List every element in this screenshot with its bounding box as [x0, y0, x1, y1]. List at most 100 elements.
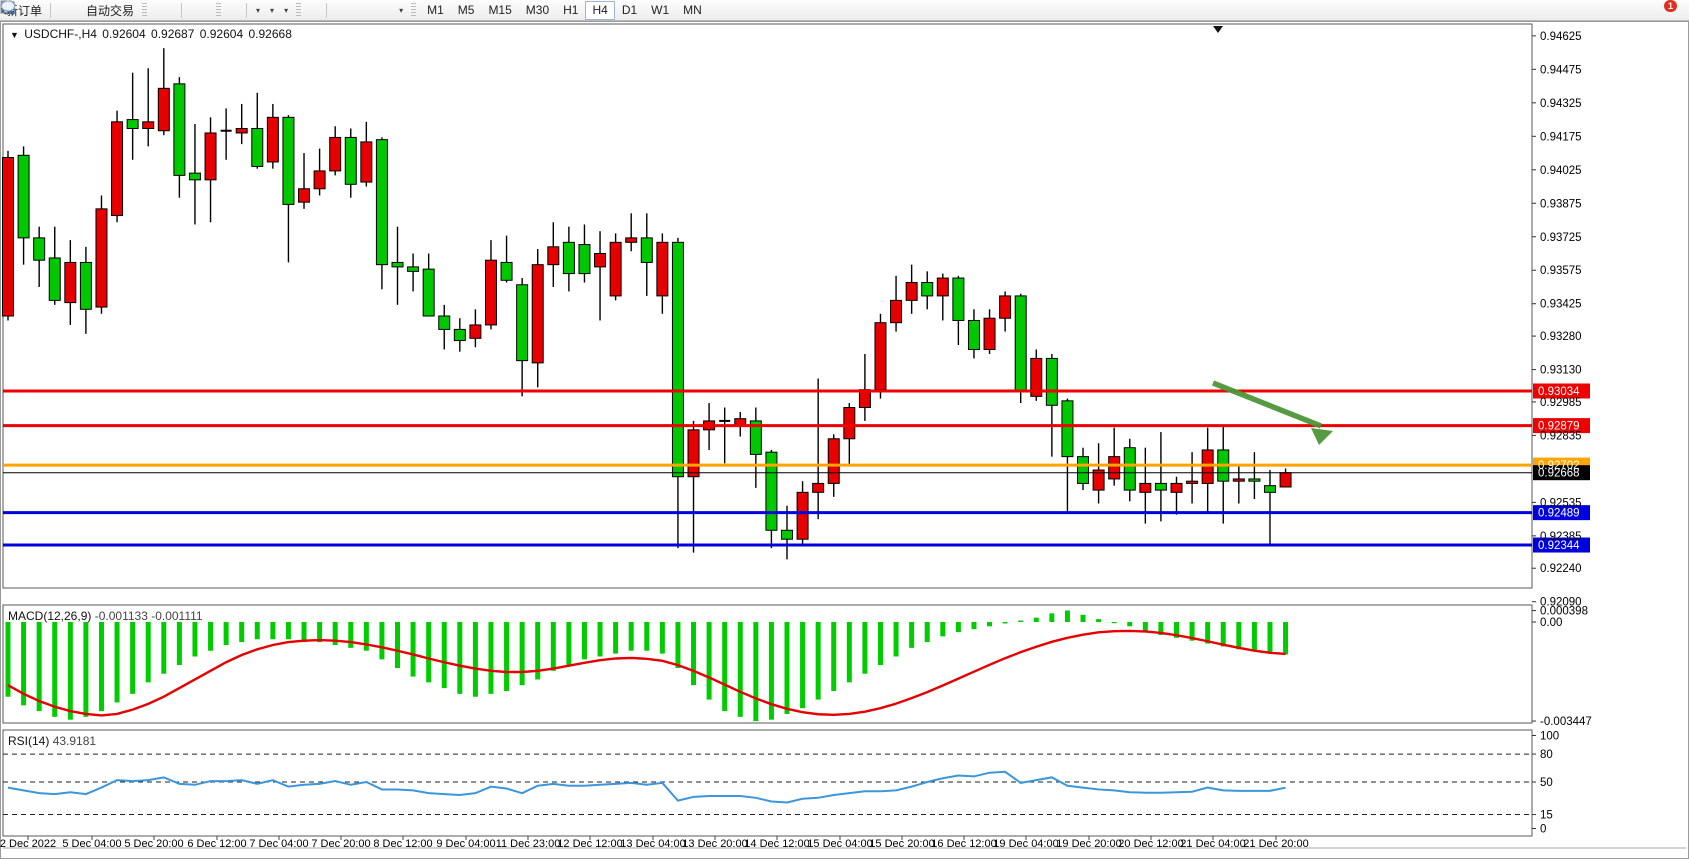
- text-button[interactable]: A: [2, 1, 384, 20]
- svg-text:0.92668: 0.92668: [1538, 468, 1580, 480]
- svg-text:0.93425: 0.93425: [1540, 299, 1582, 311]
- svg-text:21 Dec 20:00: 21 Dec 20:00: [1243, 838, 1308, 850]
- svg-text:19 Dec 04:00: 19 Dec 04:00: [993, 838, 1058, 850]
- toolbar-grip: [296, 2, 302, 18]
- svg-text:15 Dec 04:00: 15 Dec 04:00: [807, 838, 872, 850]
- auto-trading-button[interactable]: 自动交易: [1, 1, 138, 20]
- timeframe-m1[interactable]: M1: [420, 1, 451, 20]
- symbol-label: USDCHF-,H4: [24, 27, 97, 41]
- price-line-label: [1533, 418, 1590, 434]
- trend-arrow[interactable]: [1211, 380, 1333, 445]
- svg-text:0.00: 0.00: [1540, 617, 1562, 629]
- timeframe-m5[interactable]: M5: [451, 1, 482, 20]
- toolbar-grip: [411, 2, 417, 18]
- bar-chart-button[interactable]: [2, 1, 159, 20]
- ohlc-close: 0.92668: [248, 27, 292, 41]
- svg-text:6 Dec 12:00: 6 Dec 12:00: [187, 838, 246, 850]
- svg-text:0.94175: 0.94175: [1540, 131, 1582, 143]
- cursor-button[interactable]: [4, 1, 313, 20]
- svg-text:0.93875: 0.93875: [1540, 198, 1582, 210]
- horizontal-lines[interactable]: [3, 383, 1590, 553]
- svg-text:0.94325: 0.94325: [1540, 98, 1582, 110]
- svg-text:0.94475: 0.94475: [1540, 64, 1582, 76]
- notification-badge: 1: [1663, 0, 1677, 12]
- time-axis[interactable]: [27, 836, 1277, 840]
- svg-text:0.92090: 0.92090: [1540, 597, 1582, 609]
- terminal-button[interactable]: [0, 1, 72, 20]
- svg-text:0.92985: 0.92985: [1540, 397, 1582, 409]
- trendline-button[interactable]: [1, 1, 357, 20]
- svg-text:80: 80: [1540, 749, 1553, 761]
- toolbar-grip: [142, 2, 148, 18]
- horizontal-line-button[interactable]: [1, 1, 348, 20]
- svg-text:0: 0: [1540, 824, 1546, 836]
- svg-text:-0.003447: -0.003447: [1540, 716, 1592, 728]
- ohlc-low: 0.92604: [199, 27, 244, 41]
- periods-button[interactable]: ▾: [0, 0, 278, 20]
- signals-button[interactable]: [0, 0, 81, 20]
- dropdown-caret: ▾: [399, 5, 404, 15]
- svg-text:2 Dec 2022: 2 Dec 2022: [0, 838, 56, 850]
- auto-scroll-button[interactable]: [2, 1, 233, 20]
- quotes-button[interactable]: [0, 1, 63, 20]
- line-chart-button[interactable]: [0, 1, 177, 20]
- rsi-indicator: [3, 753, 1532, 816]
- svg-text:0.92385: 0.92385: [1540, 531, 1582, 543]
- svg-text:5 Dec 20:00: 5 Dec 20:00: [124, 838, 183, 850]
- macd-values: -0.001133 -0.001111: [94, 609, 203, 623]
- macd-name: MACD(12,26,9): [8, 609, 92, 623]
- svg-text:11 Dec 23:00: 11 Dec 23:00: [496, 838, 561, 850]
- svg-text:7 Dec 04:00: 7 Dec 04:00: [249, 838, 308, 850]
- svg-text:0.92344: 0.92344: [1538, 540, 1580, 552]
- svg-text:14 Dec 12:00: 14 Dec 12:00: [744, 838, 809, 850]
- ohlc-high: 0.92687: [151, 27, 195, 41]
- rsi-line: [7, 770, 1286, 804]
- svg-text:16 Dec 12:00: 16 Dec 12:00: [931, 838, 996, 850]
- svg-text:0.92535: 0.92535: [1540, 497, 1582, 509]
- timeframe-m30[interactable]: M30: [519, 1, 556, 20]
- price-line-label: [1533, 537, 1590, 553]
- svg-text:7 Dec 20:00: 7 Dec 20:00: [311, 838, 370, 850]
- chat-bubble-icon: [1, 0, 15, 14]
- timeframe-h1[interactable]: H1: [556, 1, 585, 20]
- rsi-name: RSI(14): [8, 734, 50, 748]
- svg-text:5 Dec 04:00: 5 Dec 04:00: [62, 838, 121, 850]
- tile-windows-button[interactable]: [1, 1, 212, 20]
- zoom-out-button[interactable]: [1, 1, 203, 20]
- arrows-button[interactable]: ▾: [1, 1, 407, 20]
- separator: [50, 2, 52, 18]
- macd-signal-line: [7, 629, 1286, 717]
- templates-button[interactable]: ▾: [0, 1, 292, 20]
- candlestick-chart-button[interactable]: [1, 1, 168, 20]
- macd-panel: [2, 604, 1533, 724]
- svg-text:0.93280: 0.93280: [1540, 331, 1582, 343]
- timeframe-h4[interactable]: H4: [585, 0, 615, 20]
- svg-text:9 Dec 04:00: 9 Dec 04:00: [436, 838, 495, 850]
- fibonacci-button[interactable]: F: [1, 1, 375, 20]
- svg-text:0.93130: 0.93130: [1540, 365, 1582, 377]
- svg-text:8 Dec 12:00: 8 Dec 12:00: [373, 838, 432, 850]
- text-label-button[interactable]: T: [0, 1, 393, 20]
- timeframe-m15[interactable]: M15: [481, 1, 518, 20]
- symbol-dropdown-icon[interactable]: ▼: [10, 30, 19, 40]
- separator: [181, 2, 183, 18]
- notifications-button[interactable]: 1: [1, 0, 1687, 20]
- chart-shift-button[interactable]: [2, 1, 242, 20]
- indicators-button[interactable]: ▾: [0, 0, 264, 20]
- timeframe-d1[interactable]: D1: [615, 1, 644, 20]
- svg-text:15 Dec 20:00: 15 Dec 20:00: [869, 838, 934, 850]
- svg-text:12 Dec 12:00: 12 Dec 12:00: [557, 838, 622, 850]
- rsi-label: RSI(14) 43.9181: [8, 734, 96, 748]
- vertical-line-button[interactable]: [5, 1, 339, 20]
- crosshair-button[interactable]: [1, 1, 322, 20]
- timeframe-mn[interactable]: MN: [676, 1, 709, 20]
- zoom-in-button[interactable]: [1, 1, 194, 20]
- auto-trading-label: 自动交易: [86, 3, 135, 18]
- timeframe-w1[interactable]: W1: [644, 1, 676, 20]
- equidistant-channel-button[interactable]: E: [0, 1, 366, 20]
- svg-text:0.92879: 0.92879: [1538, 421, 1580, 433]
- svg-text:13 Dec 04:00: 13 Dec 04:00: [620, 838, 685, 850]
- chart-shift-marker[interactable]: [1213, 26, 1223, 33]
